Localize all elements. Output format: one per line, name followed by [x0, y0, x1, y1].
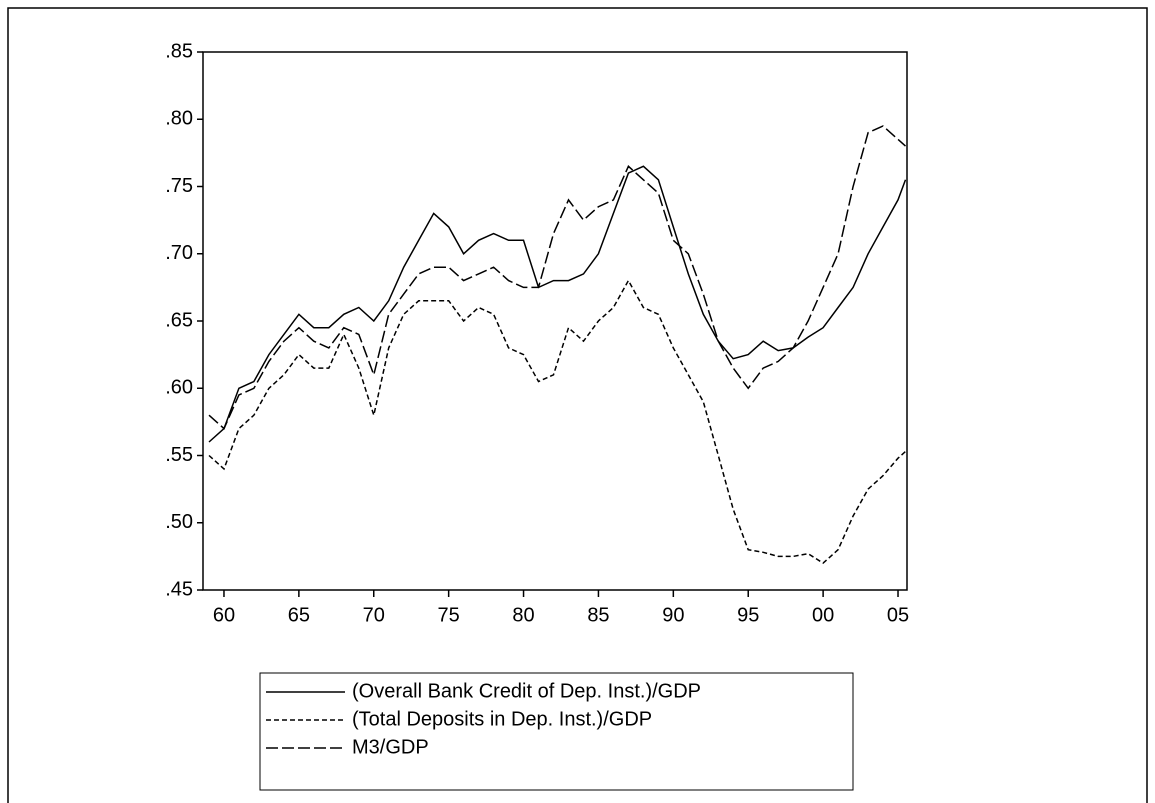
- series-line: [208, 279, 906, 565]
- x-tick-label: 70: [363, 604, 385, 626]
- legend: [259, 672, 854, 791]
- legend-label: M3/GDP: [352, 736, 429, 758]
- y-tick-label: .45: [165, 578, 193, 600]
- series-line: [208, 165, 907, 443]
- y-tick-label: .65: [165, 309, 193, 331]
- x-tick-label: 75: [438, 604, 460, 626]
- x-tick-label: 95: [737, 604, 759, 626]
- x-tick-label: 05: [887, 604, 909, 626]
- y-tick-label: .85: [165, 40, 193, 62]
- y-tick-label: .75: [165, 175, 193, 197]
- x-tick-label: 80: [512, 604, 534, 626]
- x-tick-label: 60: [213, 604, 235, 626]
- x-tick-label: 00: [812, 604, 834, 626]
- x-tick-label: 90: [662, 604, 684, 626]
- y-tick-label: .55: [165, 444, 193, 466]
- plot-area: [202, 51, 908, 591]
- y-tick-label: .50: [165, 511, 193, 533]
- y-tick-label: .70: [165, 242, 193, 264]
- y-tick-label: .80: [165, 108, 193, 130]
- y-tick-label: .60: [165, 377, 193, 399]
- x-tick-label: 85: [587, 604, 609, 626]
- legend-label: (Overall Bank Credit of Dep. Inst.)/GDP: [352, 680, 701, 702]
- x-tick-label: 65: [288, 604, 310, 626]
- frame: [7, 7, 1148, 803]
- legend-label: (Total Deposits in Dep. Inst.)/GDP: [352, 708, 652, 730]
- series-line: [208, 125, 906, 430]
